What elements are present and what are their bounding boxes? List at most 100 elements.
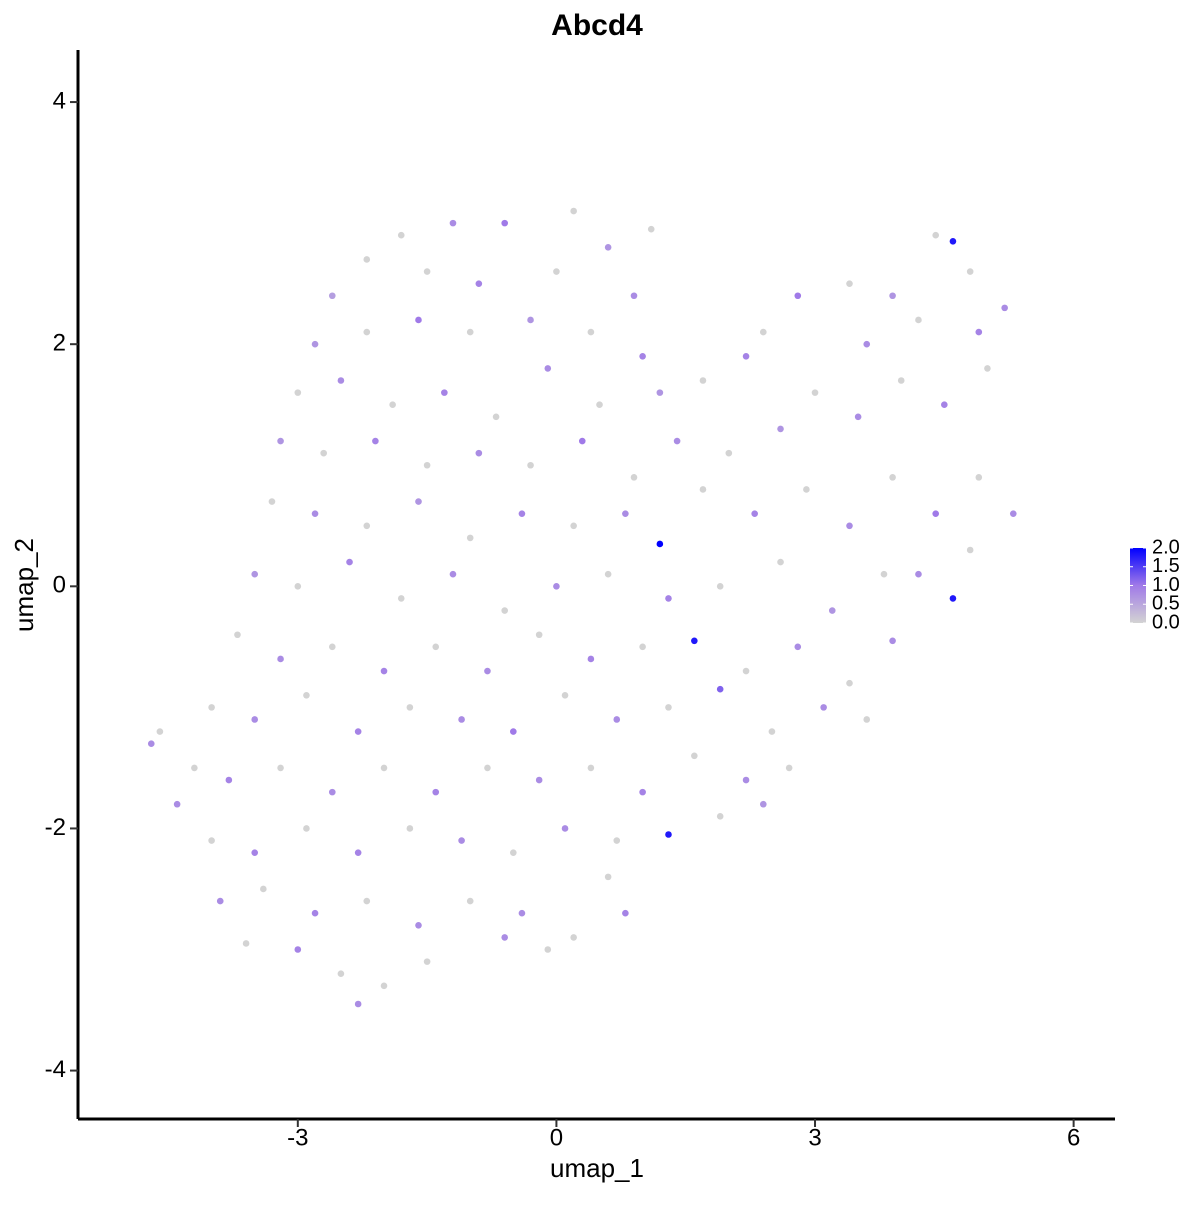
cell-point [544, 365, 552, 372]
cell-point [915, 570, 922, 578]
cell-point [553, 583, 560, 590]
cell-point [346, 558, 353, 566]
cell-point [354, 1000, 362, 1008]
x-tick-label: 3 [808, 1124, 821, 1151]
x-tick-label: 6 [1067, 1124, 1080, 1151]
cell-point [484, 764, 491, 772]
cell-point [966, 268, 974, 275]
cell-point [423, 268, 431, 275]
cell-point [535, 631, 543, 639]
cell-point [846, 280, 853, 287]
cell-point [191, 764, 198, 772]
y-tick-label: 4 [53, 87, 66, 114]
cell-point [828, 607, 836, 614]
cell-point [742, 352, 750, 360]
cell-point [949, 237, 957, 245]
cell-point [716, 813, 724, 820]
cell-point [630, 474, 638, 481]
cell-point [156, 728, 164, 735]
colorbar-tick-label: 2.0 [1152, 536, 1180, 558]
cell-point [863, 340, 871, 348]
cell-point [432, 643, 440, 651]
cell-point [880, 570, 888, 578]
cell-point [716, 583, 724, 590]
cell-point [216, 897, 224, 905]
cell-point [251, 849, 259, 856]
cell-point [260, 885, 267, 893]
cell-point [475, 280, 483, 287]
cell-point [665, 704, 672, 711]
cell-point [854, 413, 862, 421]
cell-point [742, 667, 750, 675]
cell-point [785, 764, 793, 772]
cell-point [458, 716, 465, 723]
cell-point [1009, 510, 1017, 517]
cell-point [328, 643, 336, 651]
cell-point [604, 570, 612, 578]
cell-point [751, 510, 758, 517]
cell-point [251, 716, 259, 723]
cell-point [311, 909, 319, 917]
cell-point [406, 704, 414, 711]
cell-point [665, 831, 672, 838]
cell-point [328, 788, 336, 796]
cell-point [527, 316, 534, 324]
cell-point [208, 837, 215, 844]
cell-point [535, 776, 543, 784]
cell-point [561, 825, 569, 832]
cell-point [596, 401, 603, 409]
cell-point [380, 764, 388, 772]
y-tick-label: 2 [53, 330, 66, 357]
cell-point [294, 583, 302, 590]
cell-point [570, 934, 577, 941]
cell-point [897, 377, 905, 384]
cell-point [372, 437, 379, 445]
cell-point [811, 389, 819, 396]
cell-point [268, 498, 276, 505]
cell-point [691, 637, 698, 645]
cell-point [794, 292, 802, 300]
cell-point [570, 522, 577, 530]
cell-point [613, 837, 621, 844]
cell-point [932, 510, 940, 517]
cell-point [889, 292, 896, 300]
cell-point [475, 449, 483, 457]
cell-point [613, 716, 621, 723]
cell-point [173, 800, 181, 808]
cell-point [251, 570, 259, 578]
x-tick-label: 0 [550, 1124, 563, 1151]
cell-point [544, 946, 552, 953]
cell-point [656, 540, 664, 548]
cell-point [553, 268, 560, 275]
y-axis-label: umap_2 [9, 538, 39, 632]
cell-point [449, 219, 457, 227]
cell-point [915, 316, 922, 324]
cell-point [397, 231, 405, 239]
cell-point [363, 328, 371, 336]
cell-point [303, 691, 310, 699]
cell-point [501, 607, 508, 614]
cell-point [656, 389, 664, 396]
cell-point [1001, 304, 1008, 312]
cell-point [699, 377, 707, 384]
cell-point [716, 685, 724, 693]
cell-point [208, 704, 215, 711]
cell-point [949, 595, 957, 602]
y-tick-label: -2 [45, 814, 66, 841]
cell-point [501, 934, 508, 941]
cell-point [639, 352, 646, 360]
cell-point [277, 437, 284, 445]
cell-point [984, 365, 991, 372]
cell-point [570, 207, 577, 215]
cell-point [415, 316, 422, 324]
colorbar [1130, 548, 1146, 623]
cell-point [303, 825, 310, 832]
x-tick-label: -3 [287, 1124, 308, 1151]
cell-point [354, 849, 362, 856]
cell-point [294, 389, 302, 396]
cell-point [466, 534, 474, 542]
cell-point [518, 510, 526, 517]
cell-point [889, 474, 896, 481]
cell-point [777, 558, 784, 566]
